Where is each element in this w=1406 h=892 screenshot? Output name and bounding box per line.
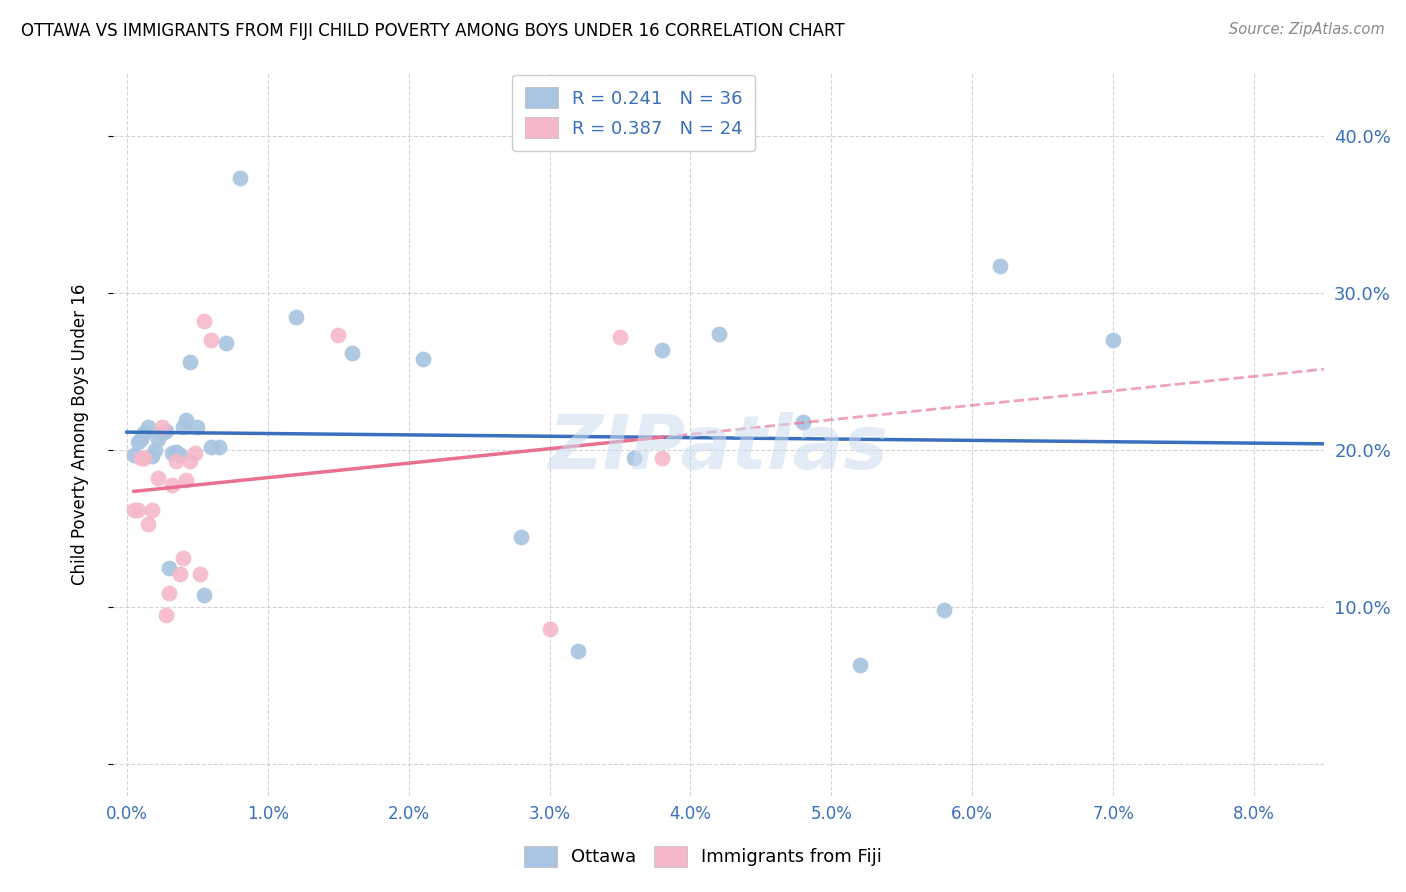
- Point: [150, 425, 173, 440]
- Point: [172, 551, 194, 566]
- Point: [136, 419, 159, 434]
- Point: [651, 450, 673, 465]
- Legend: R = 0.241   N = 36, R = 0.387   N = 24: R = 0.241 N = 36, R = 0.387 N = 24: [512, 75, 755, 151]
- Point: [651, 343, 673, 357]
- Point: [174, 473, 197, 487]
- Point: [200, 333, 222, 347]
- Point: [157, 561, 180, 575]
- Point: [510, 529, 533, 543]
- Point: [136, 516, 159, 531]
- Point: [567, 644, 589, 658]
- Point: [328, 328, 350, 343]
- Point: [792, 415, 814, 429]
- Point: [146, 471, 169, 485]
- Point: [179, 454, 201, 468]
- Point: [132, 425, 155, 440]
- Point: [188, 567, 211, 582]
- Point: [1102, 333, 1125, 347]
- Point: [155, 608, 177, 623]
- Text: OTTAWA VS IMMIGRANTS FROM FIJI CHILD POVERTY AMONG BOYS UNDER 16 CORRELATION CHA: OTTAWA VS IMMIGRANTS FROM FIJI CHILD POV…: [21, 22, 845, 40]
- Text: ZIPatlas: ZIPatlas: [548, 412, 889, 485]
- Point: [200, 440, 222, 454]
- Point: [193, 314, 215, 328]
- Point: [623, 450, 645, 465]
- Point: [122, 503, 145, 517]
- Point: [412, 351, 434, 366]
- Point: [132, 450, 155, 465]
- Point: [707, 326, 730, 341]
- Point: [207, 440, 229, 454]
- Point: [179, 355, 201, 369]
- Point: [122, 448, 145, 462]
- Point: [150, 419, 173, 434]
- Point: [157, 586, 180, 600]
- Point: [146, 432, 169, 446]
- Point: [165, 454, 187, 468]
- Point: [141, 450, 163, 464]
- Point: [186, 419, 208, 434]
- Point: [342, 345, 364, 359]
- Point: [990, 259, 1012, 273]
- Point: [143, 443, 166, 458]
- Point: [174, 413, 197, 427]
- Text: Source: ZipAtlas.com: Source: ZipAtlas.com: [1229, 22, 1385, 37]
- Point: [129, 450, 152, 465]
- Point: [285, 310, 308, 324]
- Point: [127, 435, 149, 450]
- Point: [155, 424, 177, 438]
- Point: [129, 432, 152, 446]
- Point: [165, 444, 187, 458]
- Point: [848, 658, 870, 673]
- Point: [160, 446, 183, 460]
- Point: [127, 503, 149, 517]
- Point: [193, 588, 215, 602]
- Point: [214, 336, 236, 351]
- Point: [172, 419, 194, 434]
- Point: [169, 567, 191, 582]
- Point: [228, 171, 250, 186]
- Point: [160, 477, 183, 491]
- Point: [169, 448, 191, 462]
- Y-axis label: Child Poverty Among Boys Under 16: Child Poverty Among Boys Under 16: [72, 284, 89, 585]
- Point: [932, 603, 955, 617]
- Legend: Ottawa, Immigrants from Fiji: Ottawa, Immigrants from Fiji: [517, 838, 889, 874]
- Point: [609, 330, 631, 344]
- Point: [538, 622, 561, 636]
- Point: [183, 446, 205, 460]
- Point: [141, 503, 163, 517]
